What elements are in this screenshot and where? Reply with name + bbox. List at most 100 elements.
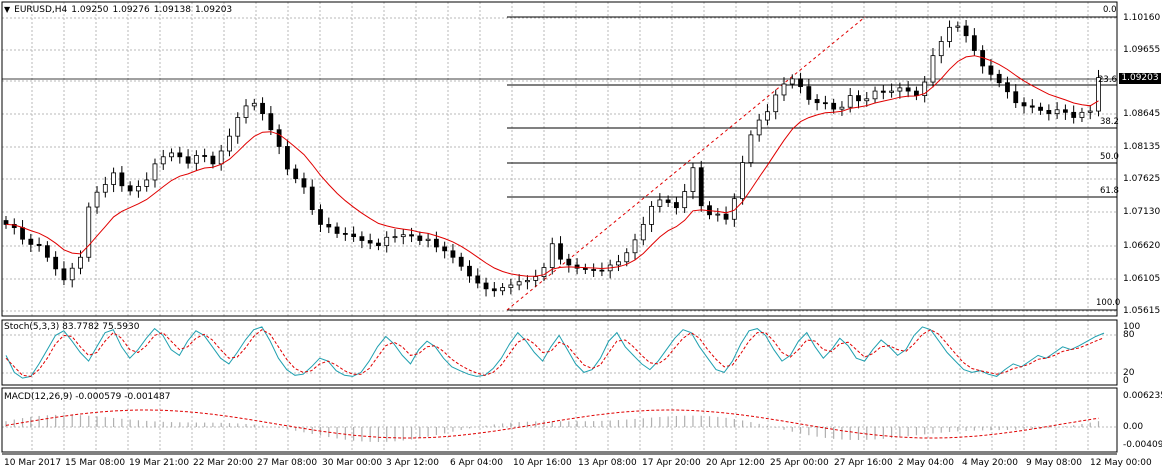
candle-body — [111, 172, 116, 185]
candle-body — [301, 178, 307, 188]
candle-body — [491, 288, 497, 292]
candle-body — [1096, 77, 1101, 112]
candle-body — [525, 280, 530, 283]
macd-tick-zero: 0.00 — [1123, 422, 1144, 432]
candle-body — [94, 191, 100, 208]
triangle-down-icon[interactable]: ▼ — [4, 5, 11, 14]
stoch-tick-100: 100 — [1123, 322, 1141, 332]
candle-body — [136, 186, 141, 192]
time-tick: 30 Mar 00:00 — [322, 458, 383, 468]
candle-body — [558, 243, 563, 260]
price-tick: 1.07625 — [1123, 174, 1161, 184]
candle-body — [872, 90, 878, 100]
stoch-tick-80: 80 — [1123, 330, 1135, 340]
time-tick: 6 Apr 04:00 — [450, 458, 503, 468]
candle-body — [78, 256, 83, 269]
fib-level-61-8: 61.8 — [1100, 186, 1119, 196]
candle-body — [119, 172, 125, 187]
symbol-header: ▼ EURUSD,H4 1.09250 1.09276 1.09138 1.09203 — [4, 4, 236, 16]
stoch-label: Stoch(5,3,3) 83.7782 75.5930 — [4, 322, 140, 332]
candle-body — [773, 94, 779, 113]
low-value: 1.09138 — [153, 5, 191, 15]
candle-body — [905, 87, 911, 92]
candle-body — [235, 117, 241, 137]
candle-body — [880, 90, 886, 93]
stoch-main-line — [5, 326, 1105, 379]
candle-body — [20, 227, 25, 240]
candle-body — [467, 265, 472, 277]
candle-body — [3, 220, 9, 225]
candle-body — [582, 267, 588, 270]
candle-body — [342, 233, 348, 235]
open-value: 1.09250 — [71, 5, 109, 15]
candle-body — [1046, 110, 1052, 115]
candle-body — [268, 113, 274, 131]
moving-average-line — [5, 55, 1099, 277]
fib-level-38-2: 38.2 — [1100, 117, 1119, 127]
candle-body — [731, 198, 737, 220]
candle-body — [152, 163, 158, 181]
candle-body — [417, 235, 423, 241]
time-tick: 15 Mar 08:00 — [65, 458, 126, 468]
time-tick: 10 Apr 16:00 — [513, 458, 572, 468]
candle-body — [359, 236, 365, 241]
candle-body — [483, 282, 489, 290]
time-tick: 2 May 04:00 — [898, 458, 954, 468]
macd-panel — [2, 409, 1117, 442]
candle-body — [897, 87, 903, 92]
fibonacci-retracement[interactable] — [2, 16, 1117, 311]
panel-frames — [1, 1, 1118, 455]
candle-body — [715, 213, 721, 216]
candle-body — [665, 199, 671, 203]
candle-body — [839, 106, 845, 110]
candle-body — [318, 209, 323, 225]
candle-body — [376, 242, 381, 247]
candle-body — [682, 191, 688, 209]
candle-body — [251, 102, 257, 107]
candle-body — [1029, 105, 1035, 108]
candle-body — [914, 90, 919, 96]
price-tick: 1.08645 — [1123, 109, 1161, 119]
candle-body — [260, 102, 265, 115]
candle-body — [144, 179, 150, 187]
time-tick: 13 Apr 08:00 — [578, 458, 637, 468]
candle-body — [1013, 91, 1019, 104]
candle-body — [202, 155, 208, 157]
macd-signal-line — [5, 409, 1099, 439]
price-tick: 1.06105 — [1123, 274, 1161, 284]
candle-body — [632, 239, 638, 254]
candle-body — [740, 162, 746, 200]
time-tick: 12 May 00:00 — [1090, 458, 1152, 468]
candle-body — [285, 146, 290, 170]
time-tick: 10 Mar 2017 — [4, 458, 62, 468]
panel-frame — [1, 387, 1118, 453]
candle-body — [988, 65, 994, 75]
candle-body — [86, 206, 92, 258]
candle-body — [218, 150, 224, 165]
price-tick: 1.08135 — [1123, 142, 1161, 152]
macd-tick-min: -0.004097 — [1123, 440, 1162, 450]
candle-body — [856, 95, 861, 102]
candle-body — [698, 167, 704, 207]
fib-level-0: 0.0 — [1103, 5, 1117, 15]
panel-frame — [1, 1, 1118, 317]
time-tick: 17 Apr 20:00 — [642, 458, 701, 468]
candle-body — [640, 224, 646, 241]
candle-body — [955, 25, 961, 28]
candle-body — [533, 276, 539, 281]
candle-body — [599, 269, 605, 272]
price-tick: 1.10160 — [1123, 13, 1161, 23]
candle-body — [53, 256, 59, 270]
candle-body — [508, 284, 514, 288]
candle-body — [549, 243, 555, 268]
time-tick: 19 Mar 21:00 — [129, 458, 190, 468]
time-tick: 27 Apr 16:00 — [834, 458, 893, 468]
candle-body — [309, 186, 315, 210]
candle-body — [326, 224, 332, 228]
candle-body — [947, 26, 952, 42]
candle-body — [674, 202, 679, 209]
candle-body — [450, 250, 456, 258]
candle-body — [293, 168, 299, 180]
candle-body — [351, 233, 357, 238]
